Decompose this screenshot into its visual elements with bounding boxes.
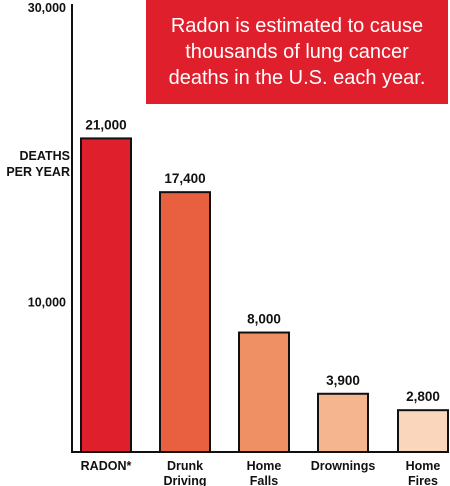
bar	[238, 331, 290, 453]
x-tick-label: RADON*	[81, 459, 132, 473]
bar	[397, 409, 449, 454]
bars	[80, 137, 449, 454]
bar	[80, 137, 132, 453]
y-axis-label: DEATHS PER YEAR	[6, 149, 70, 179]
labels: 30,000 10,000 21,000 RADON* 17,400 Drunk Drivi…	[28, 1, 441, 486]
callout-text: Radon is estimated to cause thousands of…	[168, 15, 426, 89]
y-tick-label: 10,000	[28, 296, 66, 310]
x-tick-label: Home Fires	[406, 459, 441, 486]
bar-value-label: 3,900	[326, 373, 360, 388]
x-tick-label: Drunk Driving	[163, 459, 206, 486]
y-tick-label: 30,000	[28, 1, 66, 15]
bar-value-label: 21,000	[85, 117, 126, 132]
x-tick-label: Drownings	[311, 459, 376, 473]
callout-box: Radon is estimated to cause thousands of…	[146, 0, 448, 104]
bar-value-label: 17,400	[164, 171, 205, 186]
bar-value-label: 8,000	[247, 312, 281, 327]
bar	[317, 392, 369, 454]
bar-value-label: 2,800	[406, 389, 440, 404]
bar	[159, 191, 211, 453]
x-tick-label: Home Falls	[247, 459, 282, 486]
